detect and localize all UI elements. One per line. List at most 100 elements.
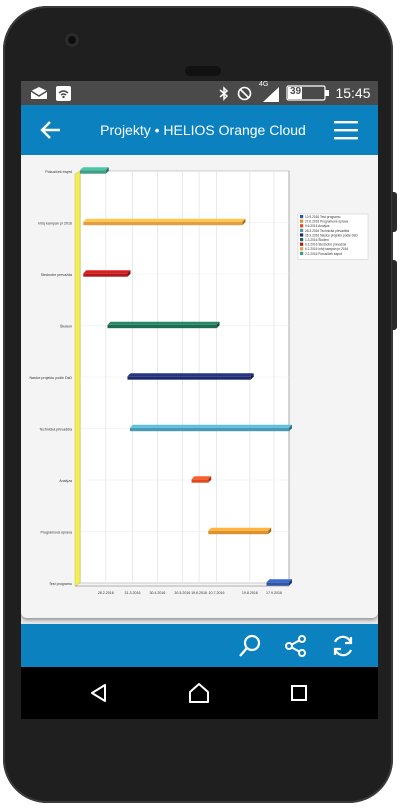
status-bar: 4G 39 % 15:45 [21,81,378,105]
x-tick-label: 19.6.2016 [191,591,207,595]
refresh-icon[interactable] [327,630,359,662]
recents-icon[interactable] [283,667,315,719]
x-tick-label: 30.5.2016 [174,591,190,595]
do-not-disturb-icon [235,81,253,105]
power-button [392,192,397,232]
gantt-bar [83,218,246,226]
gantt-bar [83,270,131,277]
share-icon[interactable] [280,630,312,662]
legend-label: 1.3.2016 Školení [305,237,329,242]
arrow-back-icon[interactable] [35,114,67,146]
home-icon[interactable] [183,667,215,719]
legend-label: 10.9.2016 Test programu [305,215,341,219]
gantt-bar-front [83,273,128,277]
front-camera [65,33,79,47]
legend-swatch [300,238,304,242]
gantt-chart: Pokusiček traprd Infoj kampan pr 2016 Sted… [29,167,369,595]
y-tick-label: Nasice projektu podle DsD [29,376,72,380]
legend-swatch [300,228,304,232]
gantt-bar-front [83,221,243,226]
gantt-bar-top [191,476,212,480]
gantt-bar-top [208,527,272,531]
gantt-bar-side [216,321,220,329]
gantt-bar-top [107,321,220,325]
legend-box [297,213,369,260]
legend-swatch [300,215,304,219]
y-tick-label: Analýza [59,479,72,483]
legend-label: 28.3.2016 Technická převaděla [305,229,349,233]
legend-swatch [300,242,304,246]
gantt-bar-top [83,218,246,222]
gantt-bar-side [208,476,212,483]
gantt-bar-side [105,167,109,174]
x-tick-label: 28.2.2016 [98,591,114,595]
battery-icon: 39 % [286,81,330,105]
y-tick-label: Stednotre prevažda [41,273,72,277]
app-bar: Projekty • HELIOS Orange Cloud [21,105,378,155]
gantt-bar-top [127,373,254,377]
gantt-bar [80,167,109,174]
back-triangle-icon[interactable] [83,667,115,719]
gantt-bar-side [268,527,272,535]
gantt-bar [191,476,212,483]
gantt-bar [266,579,292,586]
x-tick-label: 10.7.2016 [209,591,225,595]
gantt-bar-front [80,170,106,174]
chart-card: Pokusiček traprd Infoj kampan pr 2016 Sted… [21,155,378,618]
gantt-bar-side [250,373,254,380]
legend-swatch [300,247,304,251]
network-type-label: 4G [259,81,269,88]
gantt-bar-top [266,579,292,583]
gantt-bar-side [127,270,131,277]
system-nav-bar [21,667,378,719]
earpiece-speaker [185,66,221,76]
legend-swatch [300,219,304,223]
clock: 15:45 [335,85,371,101]
gantt-bar-front [127,376,251,380]
gantt-bar-top [80,167,109,171]
gantt-bar [129,424,292,432]
x-tick-label: 19.8.2016 [242,591,258,595]
x-tick-label: 30.4.2016 [149,591,165,595]
volume-button [392,260,397,330]
gantt-bar-side [242,218,246,226]
axis-wall [74,170,81,587]
y-tick-label: Školení [60,324,72,329]
battery-percent: 39 % [290,86,313,97]
legend-label: 6.2.2016 Infoj kampan pr 2016 [305,247,348,251]
gantt-bar-front [208,530,269,535]
gantt-bar-front [266,582,289,586]
page-title: Projekty • HELIOS Orange Cloud [100,122,306,138]
gantt-bar-front [191,479,209,483]
legend-label: 26.3.2016 Nasice projektu podle DsD [305,233,359,237]
legend-label: 6.2.2016 Stednotre prevažda [305,243,346,247]
gantt-bar [107,321,220,329]
bluetooth-icon [217,81,231,105]
hamburger-menu-icon[interactable] [330,114,362,146]
signal-icon: 4G [257,81,283,105]
gantt-bar-top [83,270,131,274]
legend-swatch [300,251,304,255]
legend-label: 9.6.2016 Analýza [305,224,330,228]
gantt-bar-side [289,579,292,586]
legend-swatch [300,224,304,228]
gantt-bar [208,527,272,535]
gantt-bar-front [129,427,289,432]
bottom-toolbar [21,624,378,667]
wifi-notification-icon [54,81,72,105]
legend-label: 27.6.2016 Programová úprava [305,220,348,224]
gantt-bar-side [289,424,292,432]
y-tick-label: Technická převaděla [39,428,72,432]
y-tick-label: Infoj kampan pr 2016 [38,222,72,226]
screen: 4G 39 % 15:45 Projekty • HELIOS Orange C… [21,81,378,667]
search-icon[interactable] [234,630,266,662]
y-tick-label: Test programu [49,582,72,586]
gantt-bar-top [129,424,292,428]
x-tick-label: 17.9.2016 [266,591,282,595]
x-tick-label: 31.3.2016 [124,591,140,595]
y-tick-label: Pokusiček traprd [45,170,72,174]
mail-icon [29,81,49,105]
gantt-bar-front [107,324,217,329]
legend-swatch [300,233,304,237]
y-tick-label: Programová úprava [40,531,72,535]
